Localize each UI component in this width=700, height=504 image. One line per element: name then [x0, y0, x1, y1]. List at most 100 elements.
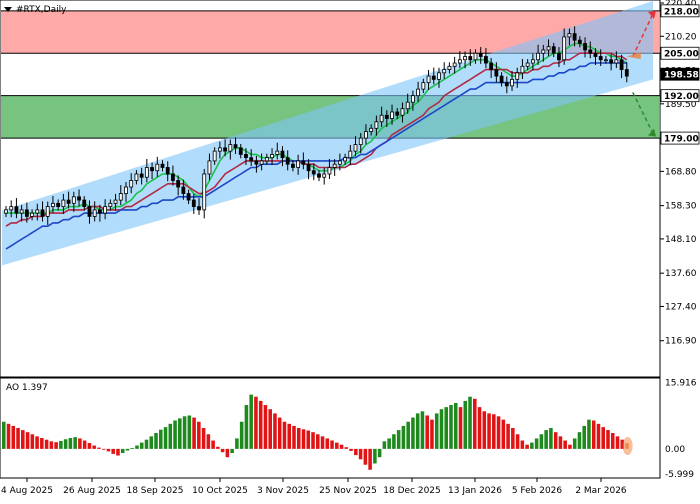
ao-bar	[87, 443, 92, 449]
candle-body	[207, 160, 212, 175]
arrow-head-icon	[648, 128, 656, 137]
candle-body	[562, 36, 567, 61]
candle-body	[291, 163, 295, 168]
triangle-down-icon[interactable]	[4, 7, 12, 12]
ao-bar	[344, 447, 349, 449]
ao-bar	[520, 440, 525, 449]
ao-bar	[511, 428, 515, 449]
ao-bar	[430, 419, 434, 449]
ao-bar	[587, 419, 591, 449]
ao-bar	[97, 447, 101, 449]
ao-bar	[539, 434, 544, 449]
candle-body	[400, 108, 405, 116]
candle-body	[155, 163, 160, 172]
ao-bar	[101, 448, 106, 450]
candle-body	[405, 101, 410, 110]
candle-body	[457, 59, 462, 64]
price-pane-border	[0, 0, 661, 378]
price-label-box	[660, 67, 700, 81]
ao-bar	[258, 400, 263, 449]
ao-bar	[320, 436, 325, 449]
candle-body	[604, 59, 608, 62]
candle-body	[614, 59, 619, 64]
price-label-text: 198.58	[664, 71, 699, 81]
candle-body	[150, 167, 154, 172]
candle-body	[437, 72, 441, 80]
ao-bar	[487, 413, 491, 449]
candle-body	[583, 43, 587, 51]
candle-body	[14, 206, 19, 214]
candle-body	[353, 144, 358, 152]
candle-body	[306, 163, 311, 172]
ao-tick-label: 0.00	[665, 445, 685, 455]
candle-body	[369, 127, 374, 132]
x-tick-label: 18 Sep 2025	[126, 486, 183, 496]
candle-body	[45, 206, 50, 217]
candle-body	[374, 121, 379, 129]
ao-bar	[40, 438, 44, 449]
candle-body	[551, 46, 556, 54]
ao-bar	[601, 427, 606, 449]
ao-bar	[206, 434, 211, 449]
candle-body	[134, 173, 139, 181]
candle-body	[317, 173, 321, 178]
candle-body	[624, 69, 629, 77]
candle-body	[322, 173, 327, 178]
price-label-text: 192.00	[664, 92, 699, 102]
candle-body	[186, 193, 191, 201]
ao-pane[interactable]	[0, 377, 661, 479]
ao-bar	[544, 430, 548, 449]
y-tick-label: 148.10	[665, 235, 697, 245]
price-label-text: 205.00	[664, 50, 699, 60]
ao-bar	[577, 432, 582, 449]
ao-bar	[225, 448, 230, 458]
ao-bar	[496, 416, 501, 449]
ao-title: AO 1.397	[6, 383, 48, 393]
y-tick-label: 127.40	[665, 302, 697, 312]
candle-body	[515, 72, 520, 80]
candle-body	[139, 173, 144, 178]
candle-body	[431, 75, 436, 80]
x-tick-label: 13 Jan 2026	[448, 486, 502, 496]
candle-body	[87, 206, 92, 217]
ao-bar	[606, 430, 610, 449]
ao-bar	[2, 421, 6, 449]
candle-body	[40, 209, 45, 217]
candle-body	[525, 62, 530, 67]
ao-bar	[78, 438, 82, 449]
candle-body	[144, 167, 149, 178]
candle-body	[478, 52, 483, 57]
price-label-box	[660, 46, 700, 60]
ao-bar	[420, 411, 425, 449]
price-label-box	[660, 89, 700, 103]
candle-body	[98, 209, 102, 214]
ao-bar	[468, 396, 472, 449]
ao-bar	[525, 444, 529, 449]
ao-bar	[411, 417, 415, 449]
candle-body	[191, 199, 196, 208]
time-axis[interactable]: 4 Aug 2025 26 Aug 2025 18 Sep 2025 10 Oct 2…	[1, 478, 627, 496]
ao-bar	[316, 434, 320, 449]
ao-bar	[335, 442, 339, 449]
ao-bar	[458, 407, 463, 449]
ao-bar	[282, 421, 287, 449]
ao-bar	[106, 448, 111, 452]
candle-body	[499, 75, 504, 84]
candle-body	[171, 173, 175, 181]
ao-current-highlight	[622, 436, 633, 455]
ao-bar	[444, 407, 449, 449]
price-pane[interactable]	[0, 0, 661, 378]
ao-bar	[277, 417, 282, 449]
ao-bar	[492, 414, 496, 449]
candle-body	[572, 33, 577, 41]
ao-bar	[301, 429, 306, 449]
ao-bar	[368, 448, 372, 470]
ao-bar	[35, 436, 39, 449]
y-tick-label: 168.80	[665, 167, 697, 177]
ao-pane-border	[0, 377, 661, 479]
ao-bar	[16, 428, 20, 449]
ao-bar	[434, 413, 439, 449]
ao-bar	[287, 423, 292, 449]
ao-bar	[149, 436, 154, 449]
